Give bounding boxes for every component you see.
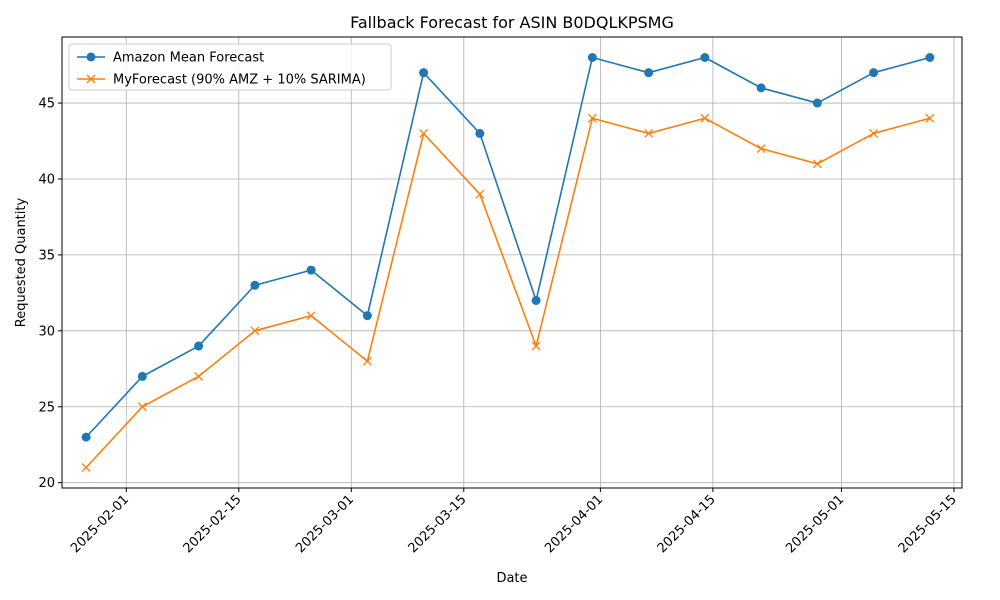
series-2-point: [644, 128, 654, 138]
x-marker-stroke: [362, 356, 372, 366]
series-1-point: [362, 311, 372, 321]
y-tick-label: 20: [38, 476, 55, 491]
y-tick-label: 45: [38, 97, 55, 112]
x-marker-stroke: [756, 144, 766, 154]
x-marker-stroke: [869, 128, 879, 138]
series-2: [81, 113, 935, 472]
series-2-point: [419, 128, 429, 138]
series-1-point: [700, 53, 710, 62]
series-1-point: [475, 128, 485, 138]
series-1-point: [250, 280, 260, 290]
x-marker-stroke: [587, 113, 597, 123]
series-2-line: [85, 117, 931, 469]
series-1-point: [194, 341, 204, 351]
legend-marker: [86, 74, 96, 84]
series-1-point: [531, 295, 541, 305]
series-2-point: [925, 113, 935, 123]
series-1-line: [85, 56, 931, 438]
y-tick-label: 30: [38, 324, 55, 339]
x-marker-stroke: [700, 113, 710, 123]
series-2-point: [194, 371, 204, 381]
x-marker-stroke: [531, 341, 541, 351]
series-1-point: [81, 432, 91, 442]
x-marker-stroke: [812, 159, 822, 169]
series-2-point: [587, 113, 597, 123]
series-2-point: [362, 356, 372, 366]
series-1-point: [756, 83, 766, 93]
series-2-point: [306, 311, 316, 321]
series-1-point: [644, 68, 654, 78]
chart-title: Fallback Forecast for ASIN B0DQLKPSMG: [350, 13, 674, 32]
series-1-point: [419, 68, 429, 78]
x-marker-stroke: [194, 371, 204, 381]
series-2-point: [700, 113, 710, 123]
x-marker-stroke: [86, 74, 96, 84]
legend-entry-2: MyForecast (90% AMZ + 10% SARIMA): [77, 73, 366, 88]
x-marker-stroke: [644, 128, 654, 138]
x-marker-stroke: [925, 113, 935, 123]
x-marker-stroke: [137, 402, 147, 412]
plot-frame: [61, 36, 963, 489]
series-1-point: [925, 53, 935, 62]
series-1-point: [587, 53, 597, 62]
series-1-point: [306, 265, 316, 275]
y-tick-label: 35: [38, 248, 55, 263]
legend-entry-1: Amazon Mean Forecast: [77, 51, 264, 66]
legend-label: MyForecast (90% AMZ + 10% SARIMA): [113, 73, 366, 88]
x-marker-stroke: [419, 128, 429, 138]
x-marker-stroke: [306, 311, 316, 321]
y-tick-label: 25: [38, 400, 55, 415]
legend-label: Amazon Mean Forecast: [113, 51, 264, 66]
legend-marker: [86, 52, 96, 62]
legend-box: [68, 43, 392, 91]
series-2-point: [812, 159, 822, 169]
series-1-point: [812, 98, 822, 108]
legend: Amazon Mean Forecast MyForecast (90% AMZ …: [68, 43, 392, 91]
series-2-point: [81, 463, 91, 472]
series-2-point: [756, 144, 766, 154]
x-marker-stroke: [250, 326, 260, 336]
series-1: [81, 53, 935, 442]
series-layer: [81, 53, 935, 472]
x-marker-stroke: [475, 189, 485, 199]
series-2-point: [137, 402, 147, 412]
y-axis-ticks: 20 25 30 35 40 45: [38, 97, 62, 491]
series-2-point: [250, 326, 260, 336]
y-axis-title: Requested Quantity: [14, 198, 29, 328]
y-tick-label: 40: [38, 172, 55, 187]
x-marker-stroke: [81, 463, 91, 472]
x-axis-title: Date: [496, 571, 527, 586]
series-1-point: [869, 68, 879, 78]
series-2-point: [869, 128, 879, 138]
series-2-point: [531, 341, 541, 351]
series-1-point: [137, 371, 147, 381]
series-2-point: [475, 189, 485, 199]
